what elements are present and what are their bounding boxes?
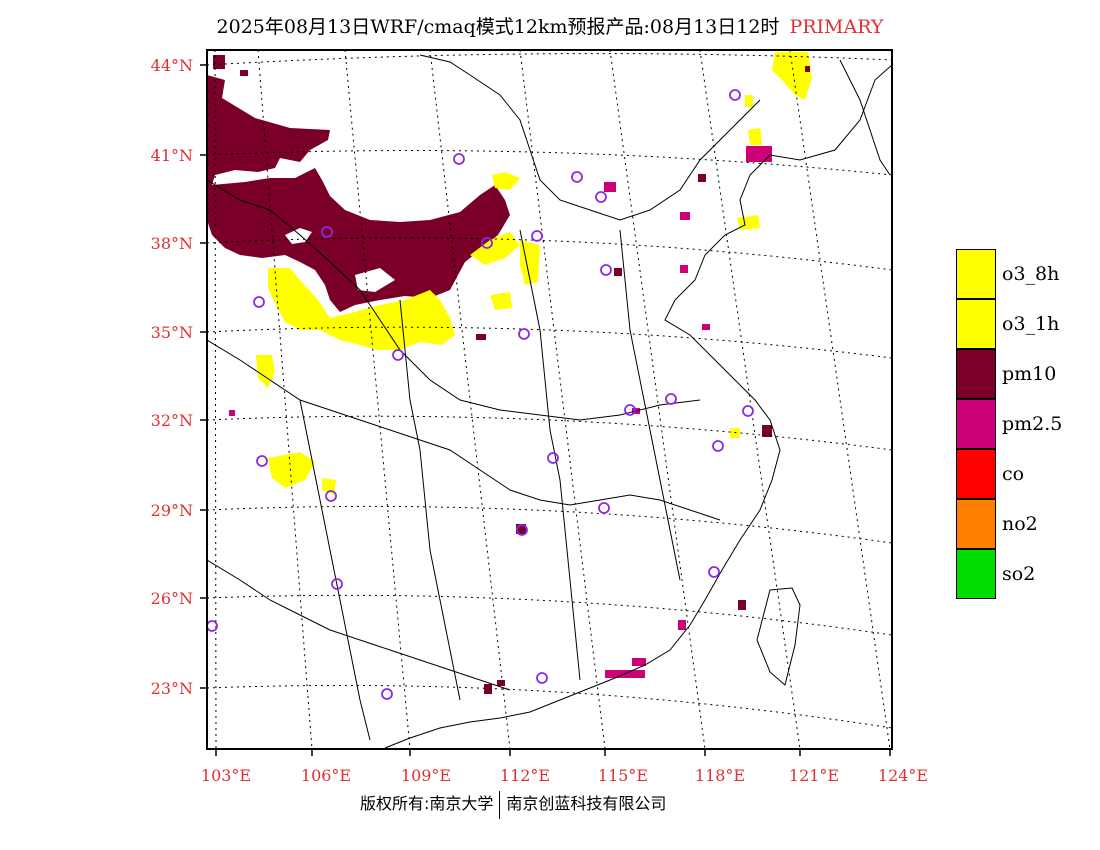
legend-swatch <box>956 349 996 399</box>
city-marker <box>253 296 265 308</box>
lat-label-32: 32°N <box>151 411 193 430</box>
city-marker <box>536 672 548 684</box>
copyright-right: 南京创蓝科技有限公司 <box>506 794 667 813</box>
legend-label: o3_1h <box>1002 313 1060 335</box>
city-marker <box>595 191 607 203</box>
city-marker <box>453 153 465 165</box>
lat-label-23: 23°N <box>151 679 193 698</box>
o3-region-loess <box>268 268 455 350</box>
city-marker <box>712 440 724 452</box>
axis-ticks <box>200 64 891 756</box>
title-text: 2025年08月13日WRF/cmaq模式12km预报产品:08月13日12时 <box>216 16 780 38</box>
lat-label-26: 26°N <box>151 589 193 608</box>
lon-label-112: 112°E <box>500 766 550 785</box>
lon-label-109: 109°E <box>401 766 451 785</box>
city-marker <box>531 230 543 242</box>
city-marker <box>729 89 741 101</box>
pm10-region-north <box>207 75 510 312</box>
city-markers <box>207 89 754 700</box>
copyright-left: 版权所有:南京大学 <box>360 794 494 813</box>
lon-label-124: 124°E <box>878 766 928 785</box>
city-marker <box>331 578 343 590</box>
legend-swatch <box>956 499 996 549</box>
city-marker <box>321 226 333 238</box>
map-content <box>207 50 892 749</box>
legend-label: co <box>1002 463 1025 485</box>
lon-label-103: 103°E <box>201 766 251 785</box>
legend-swatch <box>956 549 996 599</box>
legend-label: no2 <box>1002 513 1038 535</box>
legend-item-o3-8h: o3_8h <box>956 249 1096 299</box>
map-frame <box>206 49 893 750</box>
city-marker <box>624 404 636 416</box>
taiwan-outline <box>756 587 801 686</box>
city-marker <box>518 328 530 340</box>
latitude-gridlines <box>207 53 892 729</box>
legend-label: so2 <box>1002 563 1036 585</box>
city-marker <box>481 237 493 249</box>
map-title: 2025年08月13日WRF/cmaq模式12km预报产品:08月13日12时 P… <box>0 12 1100 39</box>
lat-label-38: 38°N <box>151 234 193 253</box>
city-marker <box>571 171 583 183</box>
legend-item-no2: no2 <box>956 499 1096 549</box>
lon-label-121: 121°E <box>789 766 839 785</box>
legend-item-pm10: pm10 <box>956 349 1096 399</box>
city-marker <box>547 452 559 464</box>
legend-label: o3_8h <box>1002 263 1060 285</box>
city-marker <box>742 405 754 417</box>
legend-item-co: co <box>956 449 1096 499</box>
lon-label-115: 115°E <box>598 766 648 785</box>
city-marker <box>392 349 404 361</box>
copyright-footer: 版权所有:南京大学 南京创蓝科技有限公司 <box>360 790 666 819</box>
city-marker <box>516 524 528 536</box>
city-marker <box>665 393 677 405</box>
city-marker <box>708 566 720 578</box>
legend-label: pm10 <box>1002 363 1057 385</box>
legend-item-o3-1h: o3_1h <box>956 299 1096 349</box>
legend-swatch <box>956 299 996 349</box>
city-marker <box>598 502 610 514</box>
city-marker <box>325 490 337 502</box>
title-tag: PRIMARY <box>789 16 884 38</box>
legend-swatch <box>956 249 996 299</box>
lat-label-44: 44°N <box>151 56 193 75</box>
legend-label: pm2.5 <box>1002 413 1063 435</box>
legend-swatch <box>956 399 996 449</box>
footer-divider <box>499 790 501 819</box>
city-marker <box>207 620 218 632</box>
legend-item-so2: so2 <box>956 549 1096 599</box>
lon-label-118: 118°E <box>695 766 745 785</box>
legend-swatch <box>956 449 996 499</box>
city-marker <box>381 688 393 700</box>
lon-label-106: 106°E <box>301 766 351 785</box>
longitude-gridlines <box>214 50 891 749</box>
lat-label-41: 41°N <box>151 146 193 165</box>
lat-label-29: 29°N <box>151 501 193 520</box>
lat-label-35: 35°N <box>151 323 193 342</box>
city-marker <box>256 455 268 467</box>
city-marker <box>600 264 612 276</box>
coastline <box>384 64 892 749</box>
legend-item-pm25: pm2.5 <box>956 399 1096 449</box>
